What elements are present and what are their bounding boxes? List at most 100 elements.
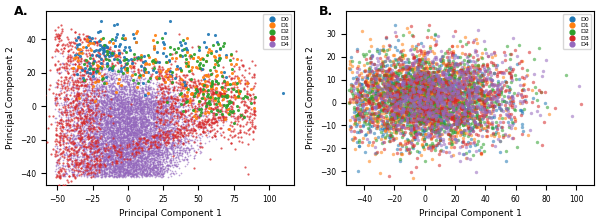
- Point: [140, 129, 150, 132]
- Point: [404, 95, 413, 98]
- Point: [385, 79, 395, 83]
- Point: [166, 115, 175, 119]
- Point: [155, 162, 164, 166]
- Point: [112, 36, 121, 39]
- Point: [76, 55, 85, 58]
- Point: [115, 129, 124, 132]
- Point: [454, 92, 463, 95]
- Point: [155, 111, 164, 115]
- Point: [412, 82, 421, 85]
- Point: [245, 93, 254, 97]
- Point: [99, 135, 109, 138]
- Point: [164, 156, 173, 159]
- Point: [46, 122, 56, 126]
- Point: [104, 97, 114, 101]
- Point: [416, 94, 425, 97]
- Point: [79, 144, 89, 147]
- Point: [60, 153, 70, 156]
- Point: [374, 93, 384, 97]
- Point: [396, 97, 406, 101]
- Point: [469, 100, 479, 103]
- Point: [125, 121, 135, 124]
- Point: [166, 132, 175, 136]
- Point: [151, 122, 161, 125]
- Point: [130, 97, 139, 101]
- Point: [409, 86, 419, 89]
- Point: [455, 84, 464, 88]
- Point: [159, 77, 169, 81]
- Point: [88, 107, 98, 111]
- Point: [114, 104, 124, 108]
- Point: [62, 148, 72, 152]
- Point: [93, 162, 103, 165]
- Point: [444, 103, 454, 106]
- Point: [456, 104, 466, 108]
- Point: [119, 121, 128, 125]
- Point: [68, 88, 78, 92]
- Point: [85, 117, 95, 121]
- Point: [109, 124, 119, 127]
- Point: [449, 128, 459, 131]
- Point: [131, 131, 140, 134]
- Point: [409, 96, 419, 100]
- Point: [97, 73, 106, 76]
- Point: [64, 44, 73, 47]
- Point: [82, 130, 91, 134]
- Point: [138, 77, 148, 81]
- Point: [102, 170, 112, 173]
- Point: [171, 171, 181, 175]
- Point: [384, 88, 394, 91]
- Point: [448, 74, 457, 78]
- Point: [378, 92, 388, 95]
- Point: [375, 94, 385, 97]
- Point: [169, 141, 178, 144]
- Point: [477, 89, 487, 93]
- Point: [93, 103, 103, 107]
- Point: [91, 141, 100, 144]
- Point: [517, 122, 527, 126]
- Point: [422, 106, 432, 110]
- Point: [415, 102, 425, 106]
- Point: [134, 112, 144, 116]
- Point: [195, 113, 205, 116]
- Point: [479, 107, 488, 111]
- Point: [395, 83, 404, 87]
- Point: [155, 173, 165, 177]
- Point: [73, 99, 82, 103]
- Point: [192, 59, 202, 63]
- Point: [123, 163, 133, 166]
- Point: [400, 91, 409, 95]
- Point: [142, 70, 151, 74]
- Point: [63, 71, 73, 75]
- Point: [150, 60, 160, 63]
- Point: [77, 48, 86, 51]
- Point: [405, 101, 415, 105]
- Point: [470, 120, 480, 123]
- Point: [433, 122, 443, 126]
- Point: [89, 77, 99, 80]
- Point: [104, 98, 113, 101]
- Point: [114, 107, 124, 111]
- Point: [408, 177, 418, 180]
- Point: [82, 130, 92, 134]
- Point: [85, 164, 94, 168]
- Point: [128, 121, 137, 124]
- Point: [155, 112, 165, 116]
- Point: [98, 101, 107, 104]
- Point: [131, 90, 140, 93]
- Point: [443, 89, 453, 92]
- Point: [372, 84, 382, 88]
- Point: [179, 149, 189, 152]
- Point: [222, 103, 232, 107]
- Point: [441, 110, 451, 113]
- Point: [435, 73, 445, 77]
- Point: [457, 105, 467, 108]
- Point: [160, 121, 170, 124]
- Point: [428, 113, 438, 116]
- Point: [409, 107, 418, 110]
- Point: [122, 134, 131, 138]
- Point: [184, 123, 194, 127]
- Point: [120, 94, 130, 98]
- Point: [106, 114, 115, 117]
- Point: [99, 133, 109, 137]
